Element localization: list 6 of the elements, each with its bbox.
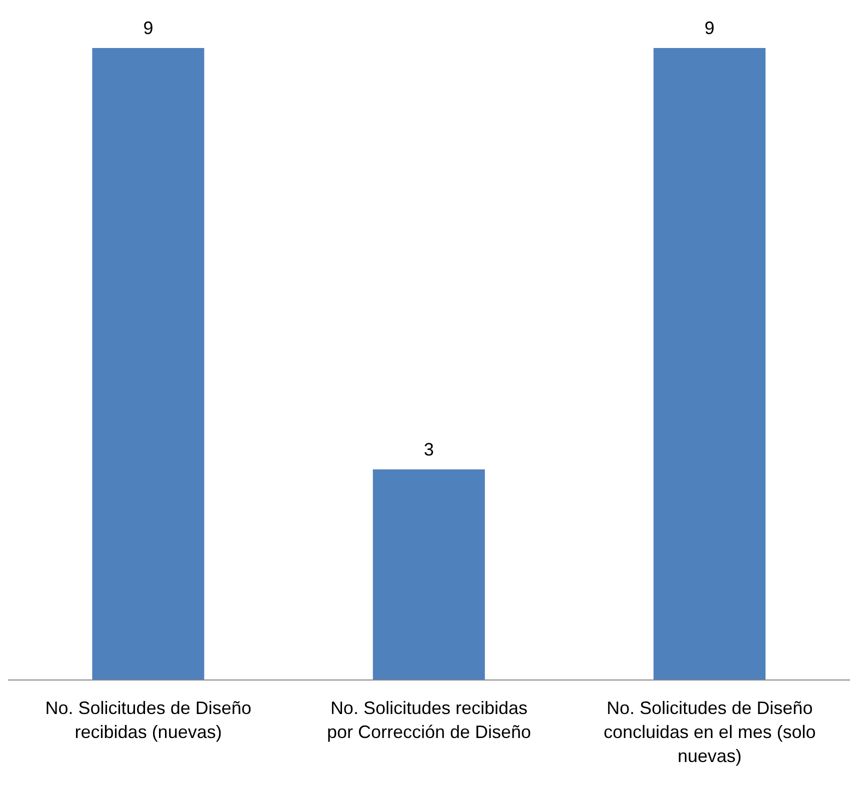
data-label: 9 bbox=[704, 18, 715, 38]
x-tick-label: No. Solicitudes recibidas por Corrección de Diseño bbox=[326, 698, 532, 742]
data-label: 9 bbox=[143, 18, 154, 38]
x-tick-label: No. Solicitudes de Diseño recibidas (nuevas) bbox=[45, 698, 252, 742]
x-tick-label: No. Solicitudes de Diseño concluidas en el mes (solo nuevas) bbox=[604, 698, 816, 766]
data-label: 3 bbox=[424, 439, 434, 460]
